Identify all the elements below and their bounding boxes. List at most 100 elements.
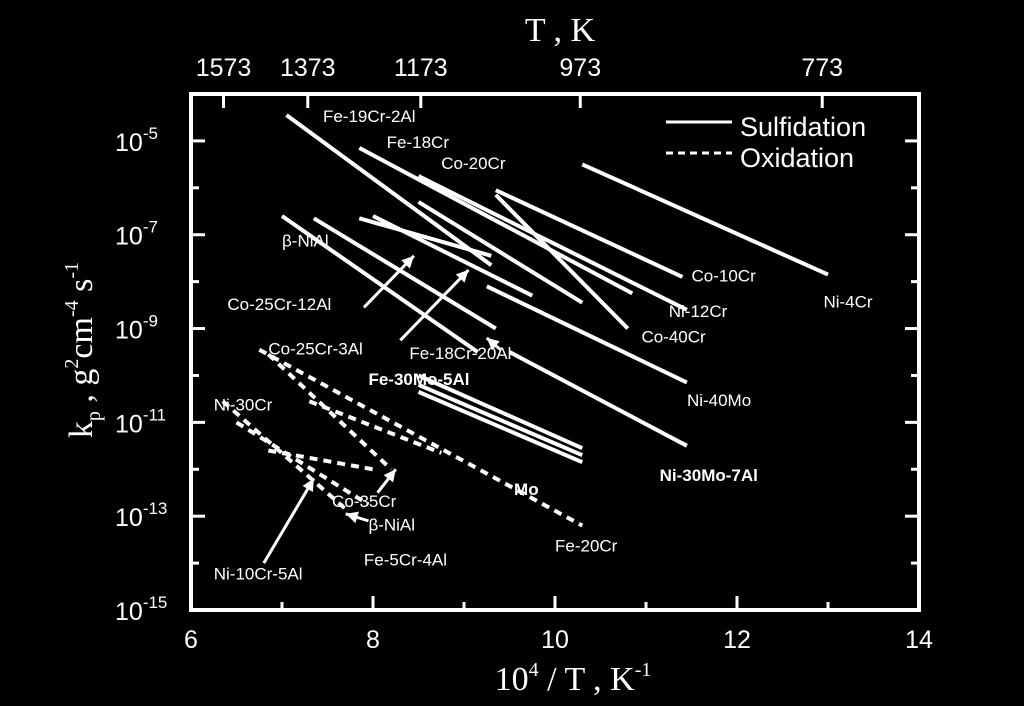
y-axis-title-rest2: cm xyxy=(63,317,100,359)
x-axis-title-sup: 4 xyxy=(529,659,539,681)
series-label: Co-25Cr-3Al xyxy=(268,339,362,358)
sulfidation-line xyxy=(312,216,497,331)
sulfidation-line xyxy=(508,350,688,448)
top-tick-label: 973 xyxy=(559,54,601,82)
oxidation-line xyxy=(235,420,370,507)
y-tick-exponent: -9 xyxy=(143,312,158,331)
y-axis-title-sup3: -1 xyxy=(61,262,83,279)
x-tick-label: 8 xyxy=(366,626,380,654)
legend-label-sulfidation: Sulfidation xyxy=(740,112,866,142)
series-label: β-NiAl xyxy=(282,231,329,250)
y-tick-exponent: -11 xyxy=(143,405,166,424)
sulfidation-line xyxy=(417,373,584,451)
y-axis-title-sup2: -4 xyxy=(61,300,83,317)
x-axis-title: 104 / T , K-1 xyxy=(495,659,652,698)
series-label: Fe-18Cr-20Al xyxy=(409,344,511,363)
x-tick-label: 12 xyxy=(723,626,751,654)
sulfidation-line xyxy=(372,214,534,298)
oxidation-line xyxy=(266,352,393,471)
series-label: Co-20Cr xyxy=(441,154,506,173)
legend: Sulfidation Oxidation xyxy=(666,112,866,173)
y-axis-title-rest1: , g xyxy=(63,369,100,412)
sulfidation-line xyxy=(417,382,584,458)
series-label: Ni-10Cr-5Al xyxy=(214,565,303,584)
sulfidation-line xyxy=(285,113,493,267)
series-label: Ni-30Cr xyxy=(214,396,273,415)
axis-ticks xyxy=(189,92,921,612)
series-labels: Fe-19Cr-2Al Fe-18Cr Co-20Cr β-NiAl Co-25Cr-1… xyxy=(214,107,873,583)
series-label: Ni-40Mo xyxy=(687,391,751,410)
y-tick-exponent: -5 xyxy=(143,124,158,143)
x-tick-label: 6 xyxy=(184,626,198,654)
oxidation-line xyxy=(267,448,374,472)
y-axis-title-rest3: s xyxy=(63,279,100,301)
series-label: Ni-12Cr xyxy=(669,302,728,321)
series-label: Co-10Cr xyxy=(692,267,757,286)
top-tick-label: 1173 xyxy=(394,54,448,82)
annotation-arrow-head xyxy=(345,511,359,524)
oxidation-line xyxy=(308,399,443,455)
y-tick-label: 10-9 xyxy=(115,312,158,345)
series-label: Fe-30Mo-5Al xyxy=(368,370,469,389)
series-label: Fe-5Cr-4Al xyxy=(364,550,447,569)
y-tick-exponent: -15 xyxy=(143,593,168,612)
annotation-arrow-shaft xyxy=(399,268,470,342)
y-tick-label: 10-5 xyxy=(115,124,158,157)
y-tick-base: 10 xyxy=(115,129,143,157)
y-tick-base: 10 xyxy=(115,317,143,345)
y-tick-base: 10 xyxy=(115,504,143,532)
series-label: Co-25Cr-12Al xyxy=(227,295,331,314)
series-label: Ni-30Mo-7Al xyxy=(660,466,758,485)
legend-label-oxidation: Oxidation xyxy=(740,143,854,173)
annotation-arrows xyxy=(262,254,502,564)
annotation-arrow-head xyxy=(401,255,414,269)
sulfidation-line xyxy=(417,200,584,305)
y-tick-base: 10 xyxy=(115,410,143,438)
y-tick-exponent: -13 xyxy=(143,499,168,518)
y-tick-label: 10-11 xyxy=(115,405,166,438)
y-tick-base: 10 xyxy=(115,223,143,251)
oxidation-line xyxy=(258,347,584,528)
annotation-arrow-head xyxy=(383,469,396,483)
annotation-arrow-head xyxy=(486,337,500,351)
y-tick-label: 10-15 xyxy=(115,593,167,626)
top-tick-label: 773 xyxy=(801,54,843,82)
series-label: Fe-19Cr-2Al xyxy=(323,107,416,126)
sulfidation-line xyxy=(358,216,492,258)
y-axis-title-sup1: 2 xyxy=(61,359,83,369)
y-axis-title-sub: p xyxy=(83,411,105,421)
sulfidation-line xyxy=(417,390,584,465)
series-label: Co-35Cr xyxy=(332,492,397,511)
sulfidation-line xyxy=(581,162,829,277)
series-label: β-NiAl xyxy=(368,515,415,534)
series-label: Fe-18Cr xyxy=(387,133,450,152)
sulfidation-line xyxy=(494,188,684,279)
y-axis-title-main: k xyxy=(63,421,100,438)
annotation-arrow-head xyxy=(455,269,469,283)
annotation-arrow-shaft xyxy=(262,477,316,564)
y-tick-label: 10-7 xyxy=(115,218,158,251)
data-series xyxy=(221,113,829,528)
series-label: Fe-20Cr xyxy=(555,536,618,555)
x-axis-title-base: 10 xyxy=(495,661,529,698)
top-tick-label: 1573 xyxy=(196,54,252,82)
series-label: Mo xyxy=(514,480,539,499)
sulfidation-line xyxy=(417,174,688,312)
sulfidation-line xyxy=(358,146,634,296)
x-tick-label: 14 xyxy=(905,626,933,654)
y-tick-exponent: -7 xyxy=(143,218,158,237)
x-tick-label: 10 xyxy=(541,626,569,654)
annotation-arrow-head xyxy=(302,478,314,493)
top-tick-label: 1373 xyxy=(280,54,336,82)
y-tick-base: 10 xyxy=(115,598,143,626)
y-tick-label: 10-13 xyxy=(115,499,167,532)
sulfidation-line xyxy=(280,214,479,354)
series-label: Ni-4Cr xyxy=(823,292,872,311)
x-axis-title-rest: / T , K xyxy=(539,661,635,698)
y-axis-title: kp , g2cm-4 s-1 xyxy=(61,262,105,438)
top-axis-title: T , K xyxy=(525,12,596,49)
sulfidation-line xyxy=(494,193,630,330)
series-label: Co-40Cr xyxy=(641,328,706,347)
